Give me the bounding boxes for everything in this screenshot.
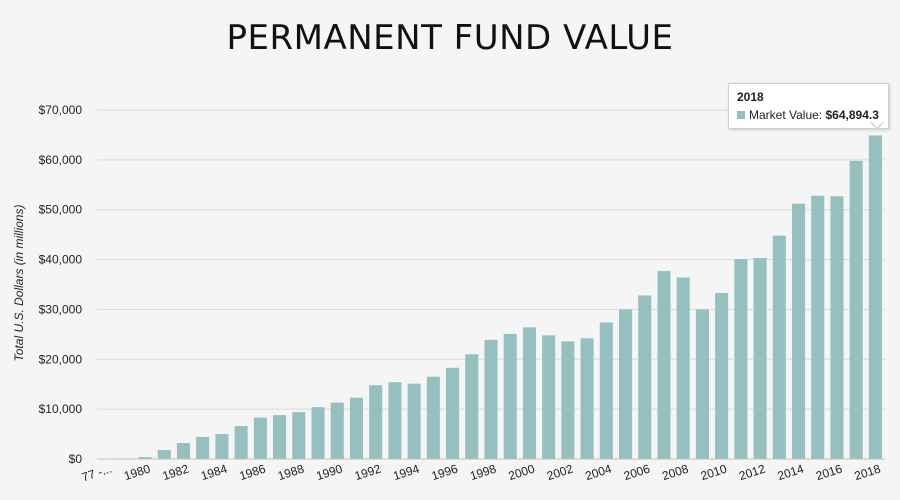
chart-title: PERMANENT FUND VALUE — [226, 18, 674, 58]
bar[interactable] — [868, 135, 882, 459]
y-axis-label: Total U.S. Dollars (in millions) — [12, 205, 26, 362]
bar[interactable] — [215, 434, 229, 459]
bars — [100, 135, 882, 460]
bar[interactable] — [176, 443, 191, 459]
bar[interactable] — [753, 258, 767, 459]
bar[interactable] — [465, 354, 479, 459]
bar[interactable] — [638, 295, 652, 459]
bar[interactable] — [522, 327, 536, 459]
x-tick-label: 1980 — [122, 461, 152, 483]
tooltip: 2018 Market Value: $64,894.3 — [728, 83, 889, 129]
bar[interactable] — [234, 426, 248, 459]
tooltip-year: 2018 — [737, 90, 764, 104]
tooltip-pointer — [870, 121, 884, 130]
bar[interactable] — [196, 437, 210, 459]
x-axis-ticks: 77 -... 1980 1982 1984 1986 1988 1990 1992 1994 1… — [80, 461, 883, 484]
bar[interactable] — [484, 339, 498, 459]
bar[interactable] — [715, 292, 729, 459]
y-tick-label: $10,000 — [39, 402, 83, 416]
x-tick-label: 1988 — [276, 461, 306, 483]
bar[interactable] — [503, 333, 517, 459]
series-swatch — [737, 111, 745, 119]
bar[interactable] — [138, 457, 152, 459]
y-tick-label: $60,000 — [39, 153, 83, 167]
tooltip-value: $64,894.3 — [825, 108, 879, 122]
y-tick-label: $0 — [69, 452, 83, 466]
bar[interactable] — [676, 277, 690, 459]
y-tick-label: $20,000 — [39, 352, 83, 366]
x-tick-label: 1986 — [238, 461, 268, 483]
bar[interactable] — [388, 382, 402, 459]
x-tick-label: 77 -... — [80, 462, 114, 485]
bar[interactable] — [580, 338, 594, 459]
tooltip-series-label: Market Value: — [749, 108, 823, 122]
bar[interactable] — [369, 385, 383, 459]
bar[interactable] — [542, 335, 556, 459]
bar[interactable] — [695, 309, 709, 459]
x-tick-label: 2006 — [622, 461, 652, 483]
bar[interactable] — [772, 235, 786, 459]
x-tick-label: 1994 — [391, 461, 421, 483]
x-tick-label: 1992 — [353, 461, 383, 483]
y-tick-label: $40,000 — [39, 253, 83, 267]
x-tick-label: 2016 — [814, 461, 844, 483]
x-tick-label: 1982 — [161, 461, 191, 483]
bar[interactable] — [599, 322, 613, 459]
x-tick-label: 1990 — [314, 461, 344, 483]
x-tick-label: 2002 — [545, 461, 575, 483]
bar[interactable] — [292, 412, 306, 459]
x-tick-label: 2014 — [776, 461, 806, 483]
bar[interactable] — [619, 309, 633, 459]
bar[interactable] — [426, 376, 440, 459]
bar[interactable] — [657, 271, 671, 459]
x-tick-label: 2018 — [853, 461, 883, 483]
y-tick-label: $30,000 — [39, 302, 83, 316]
x-tick-label: 2004 — [584, 461, 614, 483]
x-tick-label: 1984 — [199, 461, 229, 483]
bar[interactable] — [253, 417, 267, 459]
y-axis-ticks: $0 $10,000 $20,000 $30,000 $40,000 $50,000 $60… — [39, 103, 83, 466]
y-tick-label: $70,000 — [39, 103, 83, 117]
x-tick-label: 2010 — [699, 461, 729, 483]
bar[interactable] — [446, 367, 460, 459]
bar[interactable] — [791, 203, 806, 459]
tooltip-row: Market Value: $64,894.3 — [737, 108, 879, 122]
bar[interactable] — [330, 402, 344, 459]
bar[interactable] — [157, 450, 171, 459]
bar[interactable] — [811, 195, 825, 460]
x-tick-label: 2000 — [507, 461, 537, 483]
bar[interactable] — [407, 383, 421, 459]
bar[interactable] — [734, 259, 748, 459]
bar[interactable] — [849, 160, 863, 459]
x-tick-label: 1998 — [468, 461, 498, 483]
x-tick-label: 2012 — [737, 461, 767, 483]
bar[interactable] — [273, 415, 287, 459]
bar[interactable] — [830, 196, 844, 459]
bar[interactable] — [349, 397, 363, 459]
x-tick-label: 1996 — [430, 461, 460, 483]
x-tick-label: 2008 — [660, 461, 690, 483]
y-tick-label: $50,000 — [39, 203, 83, 217]
bar[interactable] — [561, 341, 575, 459]
bar[interactable] — [311, 407, 325, 459]
